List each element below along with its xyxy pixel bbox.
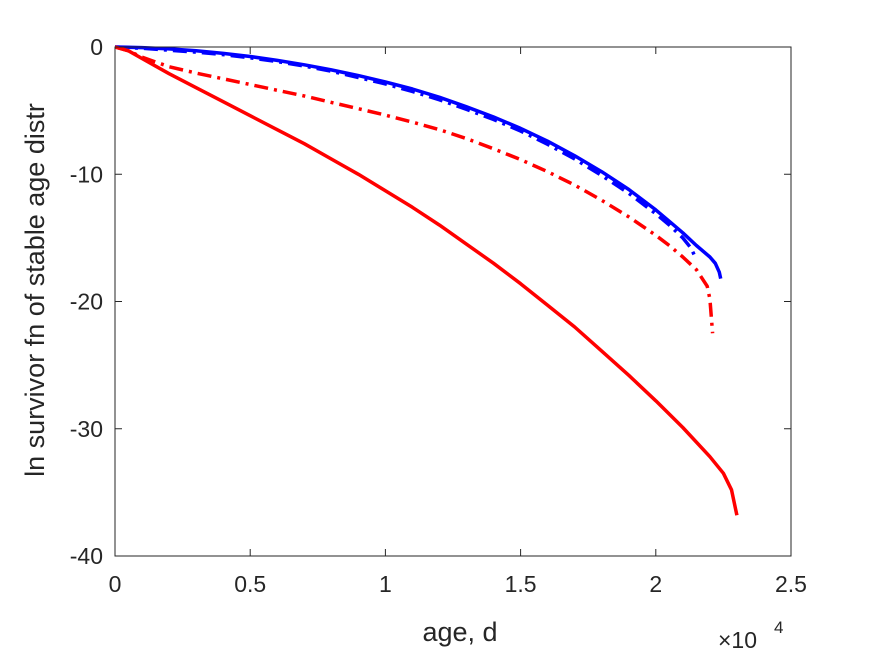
y-tick-label: -20 (70, 289, 103, 315)
x-axis-title: age, d (422, 617, 497, 647)
y-tick-label: -40 (70, 543, 103, 569)
plot-background (115, 47, 791, 556)
x-tick-label: 1 (379, 571, 392, 597)
series-line-4 (114, 45, 715, 334)
axes-layer: 0 0.5 1 1.5 2 2.5 0 -10 -20 -30 -40 (70, 34, 807, 597)
x-tick-label: 2.5 (775, 571, 807, 597)
x-exponent-power: 4 (774, 618, 783, 637)
x-tick-label: 0 (109, 571, 122, 597)
y-tick-label: 0 (90, 34, 103, 60)
x-exponent-base: ×10 (718, 627, 757, 653)
x-tick-label: 2 (649, 571, 662, 597)
series-layer (114, 45, 739, 516)
x-tick-label: 1.5 (505, 571, 537, 597)
series-line-3 (114, 45, 739, 516)
x-tick-label: 0.5 (234, 571, 266, 597)
plot-area (115, 47, 791, 556)
y-tick-label: -10 (70, 161, 103, 187)
series-line-2 (114, 45, 698, 261)
y-tick-label: -30 (70, 416, 103, 442)
y-axis-title: ln survivor fn of stable age distr (20, 103, 50, 477)
x-axis-exponent: ×10 4 (718, 618, 783, 653)
